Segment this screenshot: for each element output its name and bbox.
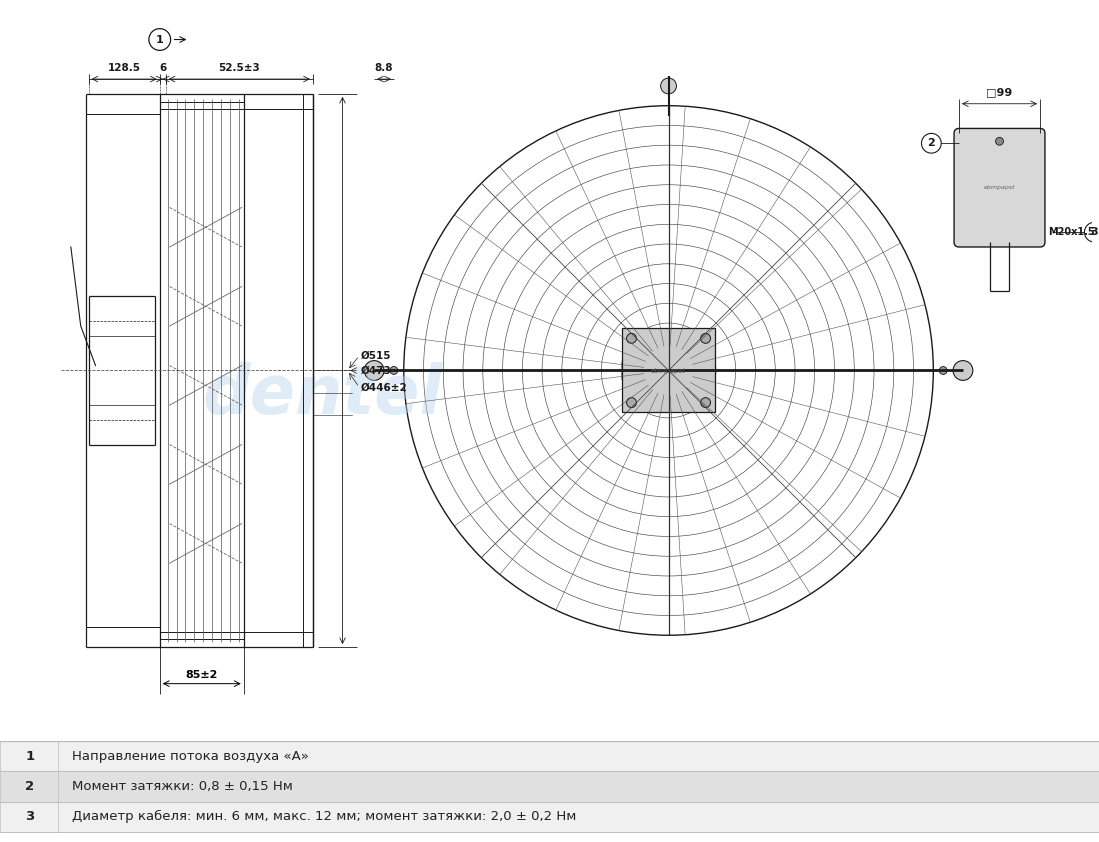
Text: 85±2: 85±2 (186, 669, 218, 679)
Text: 2: 2 (928, 138, 935, 148)
Bar (622, 328, 715, 413)
Bar (0, 741, 1099, 771)
Circle shape (660, 78, 677, 93)
Text: 3: 3 (25, 810, 35, 823)
FancyBboxPatch shape (954, 129, 1045, 247)
Bar (0, 771, 1099, 802)
Text: 6: 6 (159, 63, 166, 73)
Circle shape (996, 137, 1003, 145)
Circle shape (701, 333, 711, 344)
Circle shape (626, 333, 636, 344)
Text: ebmpapst: ebmpapst (651, 367, 686, 374)
Text: 1: 1 (156, 35, 164, 45)
Text: Направление потока воздуха «А»: Направление потока воздуха «А» (73, 749, 309, 763)
Text: M20x1.5: M20x1.5 (1048, 227, 1095, 237)
Circle shape (953, 360, 973, 381)
Text: ebmpapst: ebmpapst (984, 185, 1015, 190)
Text: Момент затяжки: 0,8 ± 0,15 Нм: Момент затяжки: 0,8 ± 0,15 Нм (73, 780, 292, 793)
Circle shape (940, 366, 947, 375)
Text: Диаметр кабеля: мин. 6 мм, макс. 12 мм; момент затяжки: 2,0 ± 0,2 Нм: Диаметр кабеля: мин. 6 мм, макс. 12 мм; … (73, 810, 576, 823)
Circle shape (364, 360, 384, 381)
Text: 2: 2 (25, 780, 34, 793)
Text: 1: 1 (25, 749, 34, 763)
Circle shape (390, 366, 398, 375)
Text: □99: □99 (987, 87, 1012, 97)
Text: dentel: dentel (202, 362, 443, 429)
Text: 52.5±3: 52.5±3 (218, 63, 259, 73)
Text: 128.5: 128.5 (108, 63, 141, 73)
Text: Ø515: Ø515 (360, 350, 391, 360)
Text: Ø473: Ø473 (360, 365, 391, 376)
Circle shape (626, 397, 636, 408)
Circle shape (701, 397, 711, 408)
Text: Ø446±2: Ø446±2 (360, 382, 407, 392)
Text: 8.8: 8.8 (375, 63, 393, 73)
Text: 3: 3 (1090, 227, 1098, 237)
Bar (0, 802, 1099, 832)
